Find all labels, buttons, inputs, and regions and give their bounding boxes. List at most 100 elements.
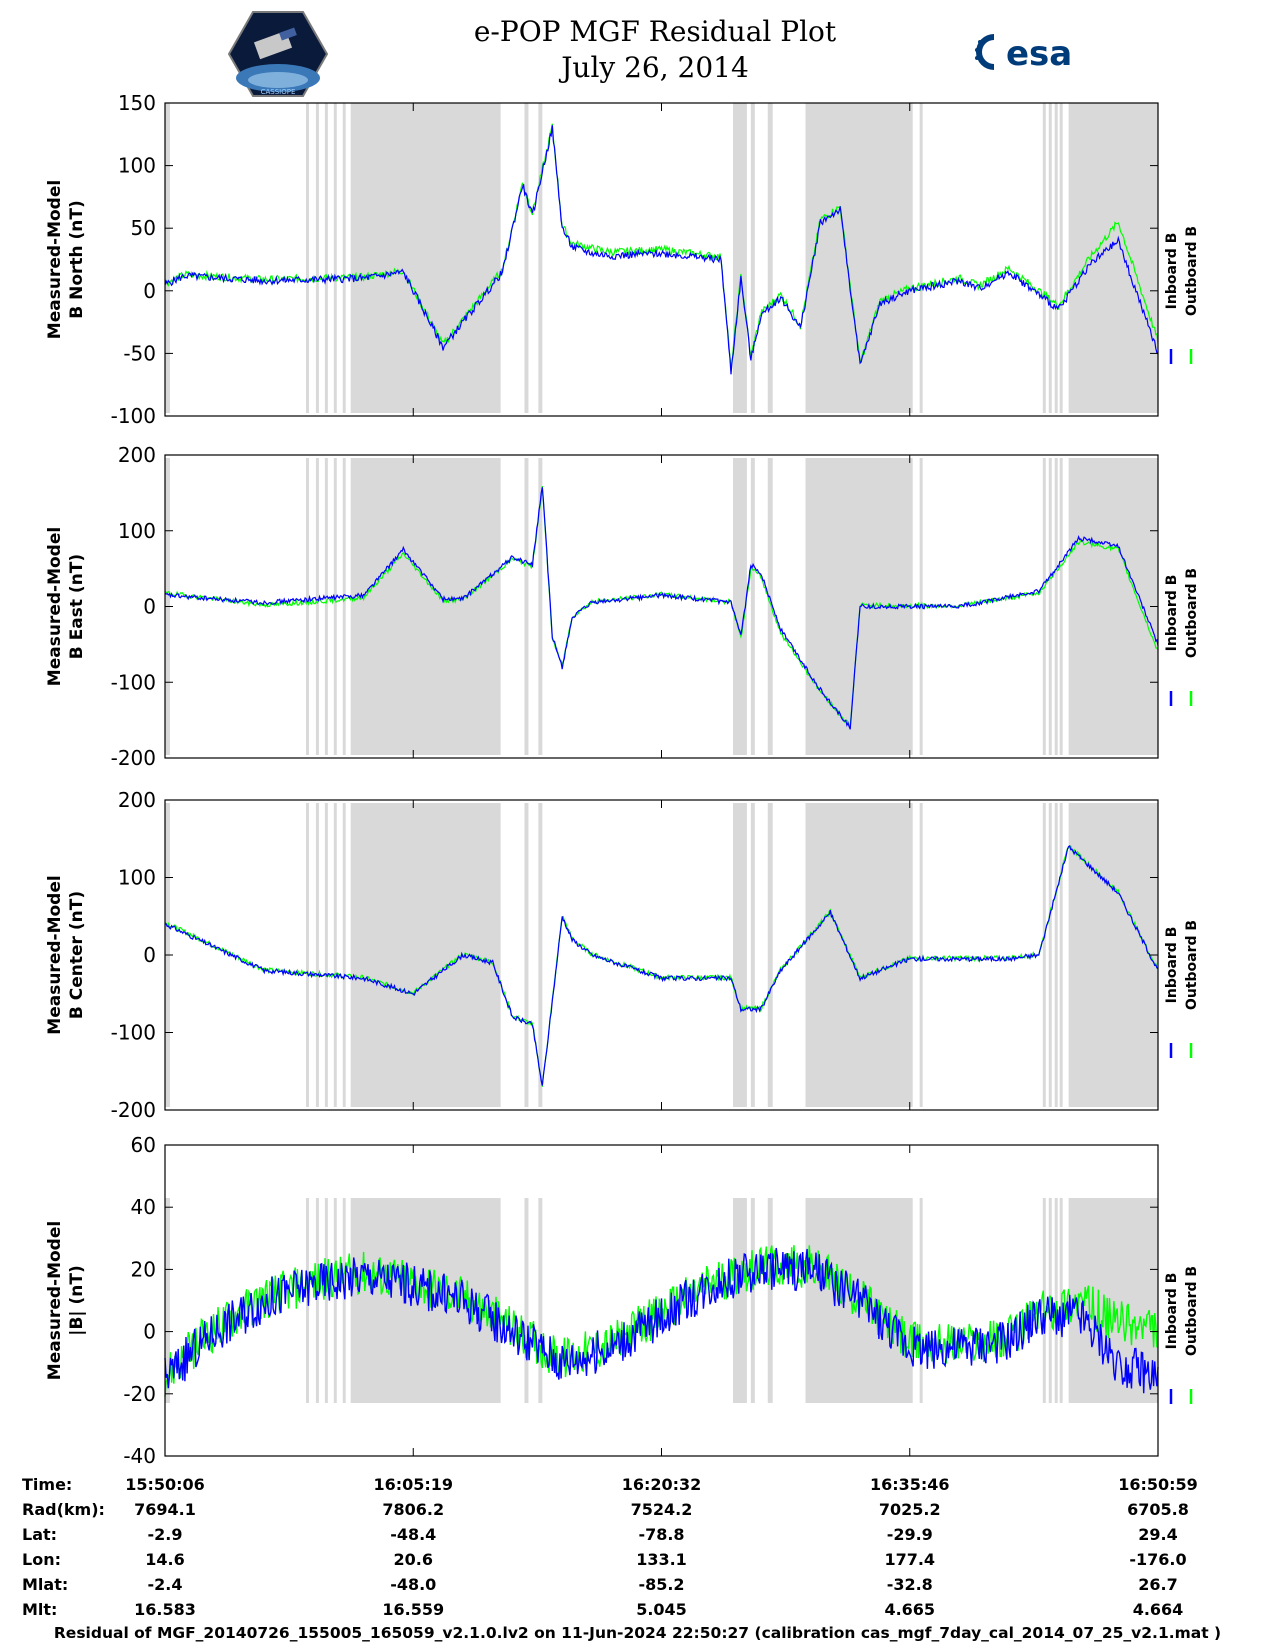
ytick-label-3-5: 60 bbox=[131, 1133, 156, 1157]
shaded-interval-2-5 bbox=[342, 803, 346, 1107]
ytick-label-2-2: 0 bbox=[143, 943, 156, 967]
ephemeris-cell-2-4: -85.2 bbox=[638, 1575, 684, 1594]
ephemeris-cell-1-2: -48.4 bbox=[390, 1525, 436, 1544]
ephemeris-cell-0-3: 14.6 bbox=[145, 1550, 184, 1569]
shaded-interval-2-13 bbox=[919, 803, 923, 1107]
ephemeris-cell-3-4: -32.8 bbox=[887, 1575, 933, 1594]
ytick-label-3-0: -40 bbox=[123, 1444, 156, 1468]
shaded-interval-3-7 bbox=[524, 1198, 529, 1403]
ylabel-1-0: Measured-Model bbox=[45, 527, 65, 686]
ylabel-1-1: B East (nT) bbox=[67, 554, 87, 659]
shaded-interval-3-4 bbox=[333, 1198, 337, 1403]
ytick-label-1-0: -200 bbox=[111, 746, 156, 770]
legend-label-0-0: Inboard B bbox=[1164, 233, 1180, 310]
legend-label-3-1: Outboard B bbox=[1184, 1266, 1200, 1356]
ytick-label-0-0: -100 bbox=[111, 404, 156, 428]
ephemeris-cell-4-1: 6705.8 bbox=[1127, 1500, 1189, 1519]
ephemeris-cell-2-2: -78.8 bbox=[638, 1525, 684, 1544]
series-line-inboard-1 bbox=[164, 487, 1159, 730]
ytick-label-0-2: 0 bbox=[143, 279, 156, 303]
shaded-interval-2-14 bbox=[1042, 803, 1046, 1107]
shaded-interval-1-9 bbox=[732, 458, 747, 755]
ytick-label-2-3: 100 bbox=[118, 866, 156, 890]
ephemeris-cell-1-0: 16:05:19 bbox=[373, 1475, 453, 1494]
ylabel-3-0: Measured-Model bbox=[45, 1221, 65, 1380]
ytick-label-2-0: -200 bbox=[111, 1098, 156, 1122]
shaded-interval-1-10 bbox=[750, 458, 755, 755]
ytick-label-3-1: -20 bbox=[123, 1382, 156, 1406]
series-line-outboard-1 bbox=[164, 486, 1159, 727]
ephemeris-cell-0-4: -2.4 bbox=[148, 1575, 183, 1594]
shaded-interval-3-10 bbox=[750, 1198, 755, 1403]
shaded-interval-1-18 bbox=[1068, 458, 1158, 755]
ephemeris-cell-2-0: 16:20:32 bbox=[622, 1475, 702, 1494]
shaded-interval-0-13 bbox=[919, 103, 923, 413]
esa-swirl-icon bbox=[975, 34, 994, 70]
ephemeris-cell-0-5: 16.583 bbox=[134, 1600, 196, 1619]
ephemeris-cell-1-3: 20.6 bbox=[394, 1550, 433, 1569]
shaded-interval-2-4 bbox=[333, 803, 337, 1107]
shaded-interval-3-16 bbox=[1054, 1198, 1058, 1403]
ytick-label-3-2: 0 bbox=[143, 1320, 156, 1344]
ephemeris-cell-1-1: 7806.2 bbox=[382, 1500, 444, 1519]
ephemeris-cell-2-3: 133.1 bbox=[636, 1550, 687, 1569]
shaded-interval-3-8 bbox=[538, 1198, 543, 1403]
ytick-label-3-4: 40 bbox=[131, 1195, 156, 1219]
shaded-interval-0-18 bbox=[1068, 103, 1158, 413]
shaded-interval-0-12 bbox=[805, 103, 913, 413]
shaded-interval-0-5 bbox=[342, 103, 346, 413]
ytick-label-2-4: 200 bbox=[118, 788, 156, 812]
ylabel-0-0: Measured-Model bbox=[45, 180, 65, 339]
ephemeris-cell-0-1: 7694.1 bbox=[134, 1500, 196, 1519]
ephemeris-row-label-1: Rad(km): bbox=[22, 1500, 105, 1519]
legend-label-1-0: Inboard B bbox=[1164, 575, 1180, 652]
ytick-label-0-4: 100 bbox=[118, 154, 156, 178]
shaded-interval-1-6 bbox=[350, 458, 501, 755]
shaded-interval-0-1 bbox=[306, 103, 309, 413]
ephemeris-cell-4-0: 16:50:59 bbox=[1118, 1475, 1198, 1494]
plot-title: e-POP MGF Residual Plot July 26, 2014 bbox=[400, 14, 910, 86]
shaded-interval-0-3 bbox=[324, 103, 328, 413]
shaded-interval-2-15 bbox=[1048, 803, 1052, 1107]
ytick-label-1-1: -100 bbox=[111, 670, 156, 694]
ylabel-2-0: Measured-Model bbox=[45, 875, 65, 1034]
legend-label-2-0: Inboard B bbox=[1164, 927, 1180, 1004]
shaded-interval-2-7 bbox=[524, 803, 529, 1107]
shaded-interval-2-3 bbox=[324, 803, 328, 1107]
plot-frame-2 bbox=[164, 799, 1159, 1111]
shaded-interval-3-0 bbox=[165, 1198, 170, 1403]
ylabel-3-1: |B| (nT) bbox=[67, 1265, 87, 1336]
ephemeris-cell-2-1: 7524.2 bbox=[631, 1500, 693, 1519]
shaded-interval-2-6 bbox=[350, 803, 501, 1107]
shaded-interval-1-11 bbox=[767, 458, 773, 755]
footer-caption: Residual of MGF_20140726_155005_165059_v… bbox=[53, 1624, 1222, 1642]
ephemeris-cell-3-2: -29.9 bbox=[887, 1525, 933, 1544]
shaded-interval-0-10 bbox=[750, 103, 755, 413]
ephemeris-cell-3-0: 16:35:46 bbox=[870, 1475, 950, 1494]
ephemeris-row-label-4: Mlat: bbox=[22, 1575, 68, 1594]
title-line-1: e-POP MGF Residual Plot bbox=[473, 15, 837, 48]
ytick-label-1-3: 100 bbox=[118, 519, 156, 543]
shaded-interval-0-8 bbox=[538, 103, 543, 413]
shaded-interval-0-7 bbox=[524, 103, 529, 413]
series-line-inboard-0 bbox=[164, 125, 1159, 375]
cassiope-logo-text: CASSIOPE bbox=[261, 88, 296, 96]
cassiope-logo: CASSIOPE bbox=[228, 11, 328, 97]
legend-label-0-1: Outboard B bbox=[1184, 226, 1200, 316]
ephemeris-cell-0-2: -2.9 bbox=[148, 1525, 183, 1544]
esa-logo: esa bbox=[975, 34, 1072, 74]
ytick-label-3-3: 20 bbox=[131, 1257, 156, 1281]
shaded-interval-2-18 bbox=[1068, 803, 1158, 1107]
shaded-interval-2-11 bbox=[767, 803, 773, 1107]
ylabel-0-1: B North (nT) bbox=[67, 200, 87, 319]
shaded-interval-1-7 bbox=[524, 458, 529, 755]
shaded-interval-3-5 bbox=[342, 1198, 346, 1403]
shaded-interval-1-1 bbox=[306, 458, 309, 755]
shaded-interval-0-14 bbox=[1042, 103, 1046, 413]
ephemeris-row-label-0: Time: bbox=[22, 1475, 72, 1494]
ephemeris-cell-4-5: 4.664 bbox=[1133, 1600, 1184, 1619]
legend-label-2-1: Outboard B bbox=[1184, 920, 1200, 1010]
series-line-outboard-3 bbox=[164, 1245, 1159, 1397]
shaded-interval-1-3 bbox=[324, 458, 328, 755]
